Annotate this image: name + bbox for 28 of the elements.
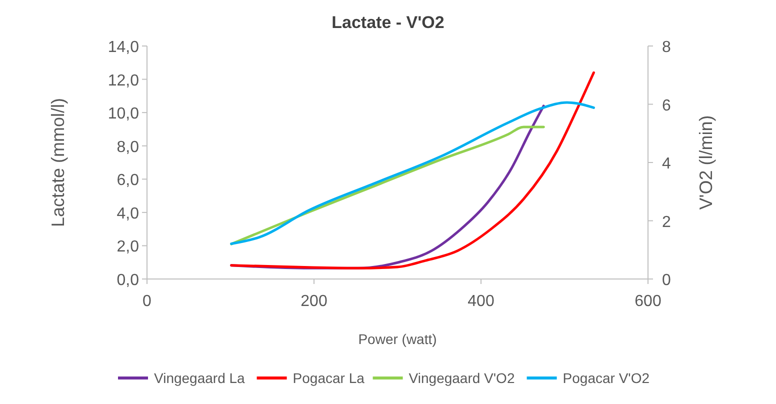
x-tick-label: 400 (468, 293, 494, 310)
x-tick-label: 600 (634, 293, 662, 310)
legend-label: Vingegaard V'O2 (408, 370, 515, 386)
line-series (230, 71, 595, 270)
legend-label: Pogacar V'O2 (562, 370, 650, 386)
y-tick-label: 8,0 (116, 138, 140, 156)
line-series (230, 101, 595, 246)
y2-tick-label: 0 (662, 272, 671, 289)
y-tick-label: 12,0 (108, 72, 140, 90)
y-tick-label: 6,0 (116, 172, 140, 190)
chart-title: Lactate - V'O2 (332, 13, 444, 32)
legend-label: Vingegaard La (154, 370, 246, 386)
line-series (230, 126, 545, 246)
y-tick-label: 10,0 (108, 106, 140, 123)
y2-tick-label: 4 (662, 156, 671, 172)
x-tick-label: 0 (142, 293, 152, 310)
y-tick-label: 4,0 (116, 205, 140, 222)
legend-label: Pogacar La (292, 370, 365, 386)
y2-tick-label: 2 (662, 214, 671, 231)
y-tick-label: 2,0 (116, 238, 140, 256)
y-tick-label: 0,0 (116, 272, 140, 289)
y2-axis-title: V'O2 (l/min) (696, 115, 716, 210)
y-tick-label: 14,0 (108, 39, 140, 56)
y2-tick-label: 8 (662, 39, 671, 56)
x-tick-label: 200 (300, 293, 328, 310)
x-axis-title: Power (watt) (358, 331, 437, 347)
y2-tick-label: 6 (662, 97, 671, 114)
y-axis-title: Lactate (mmol/l) (48, 98, 68, 228)
